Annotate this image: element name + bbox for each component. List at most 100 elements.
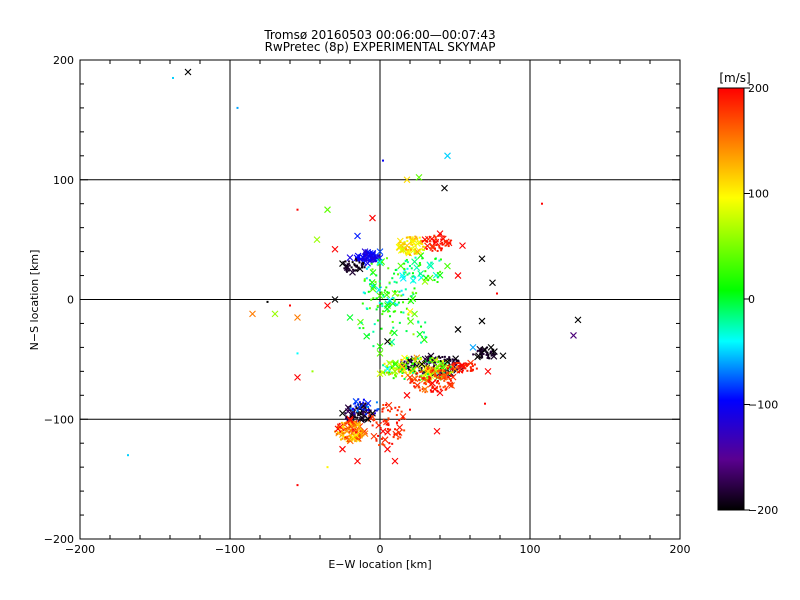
data-point-dot <box>435 386 438 389</box>
data-point-cross <box>354 232 361 240</box>
data-point-dot <box>389 368 392 371</box>
data-point-dot <box>480 348 483 351</box>
data-point-dot <box>407 367 410 370</box>
data-point-dot <box>394 302 397 305</box>
data-point-dot <box>400 410 403 413</box>
data-point-cross <box>459 242 466 250</box>
data-point-dot <box>398 419 401 422</box>
data-point-cross <box>489 279 496 287</box>
data-point-dot <box>387 409 390 412</box>
data-point-dot <box>421 240 424 243</box>
data-point-cross <box>409 238 417 246</box>
data-point-dot <box>449 379 452 382</box>
data-point-dot <box>395 281 398 284</box>
data-point-dot <box>436 380 439 383</box>
data-point-dot <box>377 434 380 437</box>
data-point-dot <box>422 370 425 373</box>
data-point-dot <box>408 236 411 239</box>
data-point-dot <box>403 360 406 363</box>
data-point-cross <box>441 373 449 380</box>
data-point-dot <box>416 240 419 243</box>
data-point-dot <box>383 371 386 374</box>
data-point-dot <box>392 296 395 299</box>
data-point-dot <box>421 248 424 251</box>
data-point-dot <box>336 425 339 428</box>
data-point-cross <box>490 352 498 360</box>
data-point-cross <box>421 236 429 244</box>
data-point-dot <box>482 353 485 356</box>
data-point-dot <box>434 374 437 377</box>
data-point-dot <box>406 273 409 276</box>
data-point-dot <box>412 362 415 365</box>
data-point-dot <box>351 427 354 430</box>
data-point-cross <box>401 354 408 362</box>
data-point-dot <box>465 362 468 365</box>
data-point-dot <box>411 237 414 240</box>
data-point-dot <box>385 371 388 374</box>
data-point-dot <box>425 369 428 372</box>
data-point-dot <box>439 270 442 273</box>
data-point-dot <box>421 388 424 391</box>
data-point-dot <box>441 355 444 358</box>
data-point-cross <box>361 430 369 438</box>
data-point-dot <box>346 419 349 422</box>
data-point-dot <box>402 293 405 296</box>
data-point-dot <box>414 238 417 241</box>
colorbar-tick-label: 200 <box>748 82 769 95</box>
data-point-dot <box>357 411 360 414</box>
data-point-dot <box>369 417 372 420</box>
data-point-dot <box>438 244 441 247</box>
data-point-cross <box>391 367 399 375</box>
data-point-dot <box>420 374 423 377</box>
data-point-cross <box>397 262 405 270</box>
data-point-dot <box>435 381 438 384</box>
data-point-dot <box>393 298 396 301</box>
data-point-dot <box>409 241 412 244</box>
data-point-dot <box>476 349 479 352</box>
data-point-dot <box>408 360 411 363</box>
data-point-dot <box>436 370 439 373</box>
data-point-cross <box>399 363 406 370</box>
data-point-cross <box>384 365 391 373</box>
data-point-dot <box>338 427 341 430</box>
data-point-cross <box>406 308 414 315</box>
data-point-dot <box>390 365 393 368</box>
data-point-cross <box>399 245 406 253</box>
data-point-dot <box>403 243 406 246</box>
data-point-dot <box>349 435 352 438</box>
data-point-dot <box>431 249 434 252</box>
data-point-dot <box>363 408 366 411</box>
data-point-dot <box>422 245 425 248</box>
data-point-dot <box>407 361 410 364</box>
data-point-dot <box>404 247 407 250</box>
data-point-cross <box>399 272 406 279</box>
data-point-cross <box>478 255 486 263</box>
data-point-dot <box>423 374 426 377</box>
data-point-dot <box>356 410 359 413</box>
data-point-dot <box>354 258 357 261</box>
data-point-dot <box>376 304 379 307</box>
data-point-dot <box>421 372 424 375</box>
data-point-dot <box>366 409 369 412</box>
data-point-dot <box>365 277 368 280</box>
data-point-dot <box>362 261 365 264</box>
data-point-dot <box>403 241 406 244</box>
data-point-dot <box>344 260 347 263</box>
data-point-dot <box>341 433 344 436</box>
data-point-dot <box>395 375 398 378</box>
data-point-dot <box>439 364 442 367</box>
data-point-dot <box>400 311 403 314</box>
data-point-dot <box>367 290 370 293</box>
data-point-dot <box>386 428 389 431</box>
data-point-cross <box>574 316 582 324</box>
data-point-dot <box>443 355 446 358</box>
data-point-dot <box>357 427 360 430</box>
data-point-cross <box>417 360 425 368</box>
data-point-dot <box>398 321 401 324</box>
data-point-dot <box>357 259 360 262</box>
data-point-dot <box>439 247 442 250</box>
data-point-dot <box>399 370 402 373</box>
data-point-dot <box>366 405 369 408</box>
data-point-dot <box>440 247 443 250</box>
x-axis-label: E−W location [km] <box>328 558 431 571</box>
